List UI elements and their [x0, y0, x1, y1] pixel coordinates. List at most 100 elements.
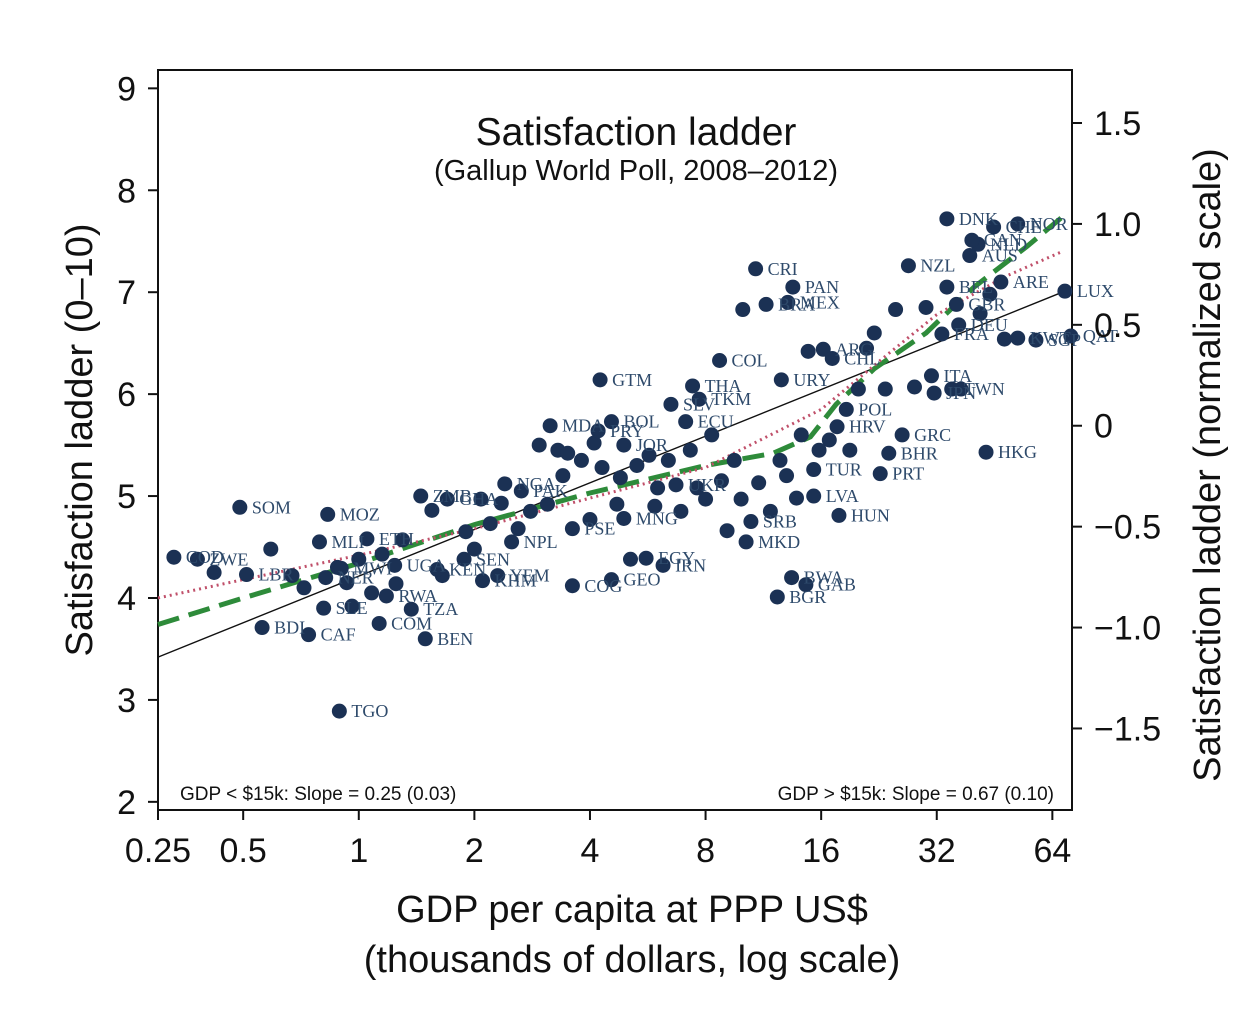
- data-point: [586, 435, 602, 451]
- data-point-jor: [616, 437, 632, 453]
- data-point: [762, 503, 778, 519]
- axis-ticks: 0.25 0.5 1 2 4 8 16 32 64 2 3 4 5 6 7 8 9 −1.5 −1.0 −0.5 0 0.…: [117, 70, 1161, 870]
- point-label-zmb: ZMB: [433, 486, 472, 506]
- data-point-dnk: [939, 211, 955, 227]
- point-label-ben: BEN: [437, 629, 473, 649]
- point-label-egy: EGY: [658, 548, 695, 568]
- data-point-bgr: [769, 589, 785, 605]
- data-point-yem: [490, 568, 506, 584]
- data-point-tgo: [331, 703, 347, 719]
- data-point-zmb: [413, 488, 429, 504]
- data-point: [660, 452, 676, 468]
- y-tick-label: 5: [117, 478, 136, 516]
- data-point: [866, 325, 882, 341]
- point-label-jpn: JPN: [946, 383, 976, 403]
- y-tick-label: 8: [117, 172, 136, 210]
- data-point-pse: [564, 521, 580, 537]
- data-point: [522, 503, 538, 519]
- data-point-ben: [417, 631, 433, 647]
- x-axis-title: GDP per capita at PPP US$: [396, 889, 868, 931]
- data-point-nga: [497, 476, 513, 492]
- data-point-uga: [387, 557, 403, 573]
- data-point: [560, 445, 576, 461]
- data-point: [458, 524, 474, 540]
- data-point: [850, 381, 866, 397]
- data-point: [800, 343, 816, 359]
- point-label-gab: GAB: [818, 575, 856, 595]
- point-label-qat: QAT: [1083, 326, 1118, 346]
- data-point-slv: [663, 396, 679, 412]
- data-point: [539, 496, 555, 512]
- y2-axis-title: Satisfaction ladder (normalized scale): [1187, 148, 1229, 782]
- data-point: [996, 331, 1012, 347]
- point-label-sen: SEN: [476, 549, 510, 569]
- data-point-mng: [616, 510, 632, 526]
- point-label-ita: ITA: [943, 366, 972, 386]
- data-point-eth: [359, 531, 375, 547]
- point-label-nzl: NZL: [920, 256, 955, 276]
- data-point-hkg: [978, 444, 994, 460]
- data-point-ecu: [678, 414, 694, 430]
- data-point: [296, 580, 312, 596]
- point-label-khm: KHM: [495, 571, 537, 591]
- data-point-jpn: [926, 385, 942, 401]
- data-point: [374, 546, 390, 562]
- point-label-hkg: HKG: [998, 442, 1037, 462]
- point-label-pak: PAK: [533, 481, 567, 501]
- point-label-sgp: SGP: [1048, 330, 1081, 350]
- point-label-bwa: BWA: [804, 568, 844, 588]
- data-point-lux: [1057, 283, 1073, 299]
- point-label-can: CAN: [984, 230, 1022, 250]
- data-point: [682, 442, 698, 458]
- data-point: [698, 491, 714, 507]
- y-tick-label: 7: [117, 274, 136, 312]
- data-point: [641, 447, 657, 463]
- point-label-gha: GHA: [459, 489, 498, 509]
- data-point-moz: [320, 506, 336, 522]
- data-point-deu: [951, 317, 967, 333]
- data-point-bra: [758, 296, 774, 312]
- data-point-bwa: [784, 570, 800, 586]
- y-tick-label: 2: [117, 784, 136, 822]
- point-label-bol: BOL: [623, 412, 659, 432]
- x-tick-label: 8: [696, 832, 715, 870]
- point-label-tgo: TGO: [351, 701, 388, 721]
- data-point-egy: [638, 550, 654, 566]
- point-label-caf: CAF: [321, 625, 356, 645]
- point-label-sle: SLE: [336, 598, 368, 618]
- point-label-fra: FRA: [954, 324, 989, 344]
- point-label-zwe: ZWE: [209, 549, 248, 569]
- point-label-mng: MNG: [636, 508, 678, 528]
- data-point: [482, 516, 498, 532]
- data-point-grc: [894, 427, 910, 443]
- point-label-twn: TWN: [964, 379, 1005, 399]
- data-point: [751, 475, 767, 491]
- data-point: [726, 452, 742, 468]
- data-point: [206, 565, 222, 581]
- point-label-ukr: UKR: [688, 475, 726, 495]
- data-point-gab: [798, 577, 814, 593]
- data-point-pak: [513, 483, 529, 499]
- point-label-dnk: DNK: [959, 209, 998, 229]
- data-point-twn: [944, 381, 960, 397]
- point-label-tha: THA: [705, 376, 742, 396]
- data-point-rwa: [378, 588, 394, 604]
- data-point-are: [993, 274, 1009, 290]
- point-label-nld: NLD: [990, 234, 1027, 254]
- data-point: [650, 480, 666, 496]
- point-label-lux: LUX: [1077, 281, 1114, 301]
- y-tick-label: 3: [117, 682, 136, 720]
- data-point-mli: [311, 534, 327, 550]
- data-point-ken: [429, 561, 445, 577]
- point-label-bra: BRA: [778, 294, 815, 314]
- data-point-zwe: [189, 551, 205, 567]
- data-point: [493, 495, 509, 511]
- data-point: [609, 496, 625, 512]
- point-label-grc: GRC: [914, 425, 951, 445]
- plot-frame: [157, 69, 1073, 811]
- y2-tick-label: −1.0: [1094, 610, 1161, 648]
- data-point-tza: [403, 601, 419, 617]
- point-label-kwt: KWT: [1030, 328, 1071, 348]
- point-label-pse: PSE: [584, 519, 615, 539]
